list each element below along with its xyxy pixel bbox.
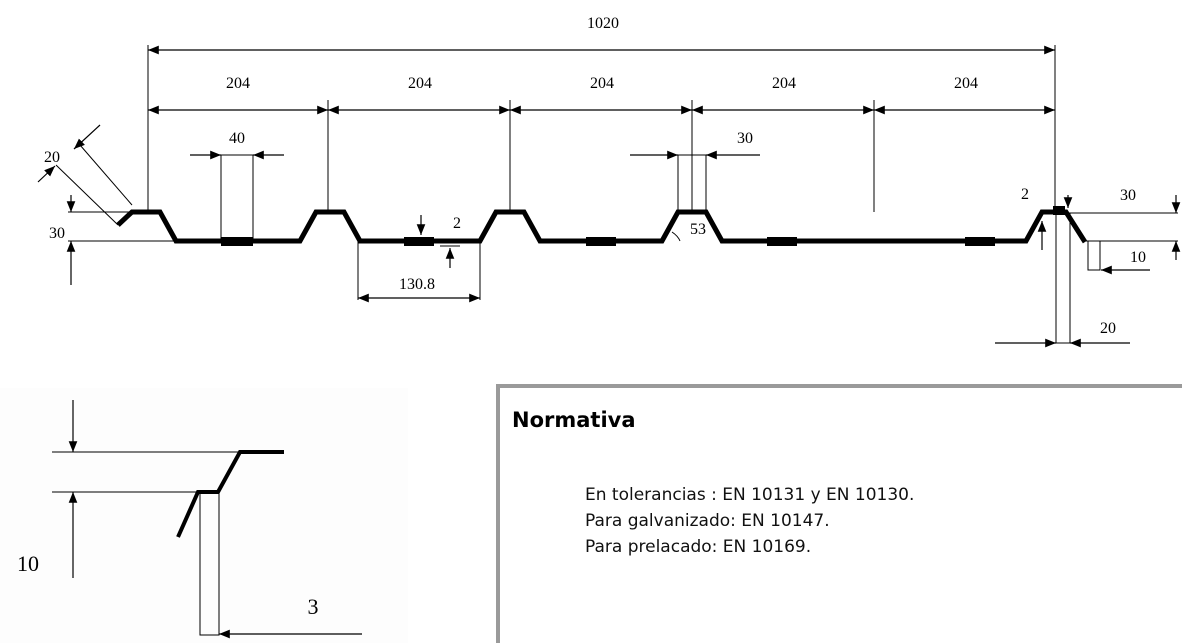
normativa-line-prelacado: Para prelacado: EN 10169. — [585, 537, 812, 557]
crest-width-2-label: 30 — [737, 130, 753, 147]
rib-dimension: 2 — [416, 215, 461, 268]
overall-width-label: 1020 — [587, 15, 619, 32]
valley-span-label: 130.8 — [399, 276, 435, 293]
right-height-label: 30 — [1120, 187, 1136, 204]
module-width-1: 204 — [226, 75, 250, 92]
module-dimensions: 204 204 204 204 204 — [148, 75, 1055, 212]
module-width-2: 204 — [408, 75, 432, 92]
normativa-panel: Normativa En tolerancias : EN 10131 y EN… — [496, 384, 1182, 643]
normativa-line-tolerancias: En tolerancias : EN 10131 y EN 10130. — [585, 485, 915, 505]
left-lip-label: 20 — [44, 149, 60, 166]
sheet-profile — [116, 154, 1088, 246]
detail-background — [0, 388, 408, 643]
detail-width-label: 3 — [308, 594, 319, 619]
detail-height-label: 10 — [17, 551, 39, 576]
angle-label: 53 — [690, 221, 706, 238]
right-lip-label: 10 — [1130, 249, 1146, 266]
right-rib-label: 2 — [1021, 186, 1029, 203]
left-height-label: 30 — [49, 225, 65, 242]
left-lip-dimension: 20 — [37, 124, 133, 226]
right-lip-width-label: 20 — [1100, 320, 1116, 337]
crest-width-label: 40 — [229, 130, 245, 147]
rib-height-label: 2 — [453, 215, 461, 232]
module-width-4: 204 — [772, 75, 796, 92]
overall-dimension: 1020 — [147, 15, 1056, 215]
right-end-dimensions: 2 30 10 20 — [995, 186, 1181, 348]
left-height-dimension: 30 — [49, 195, 176, 285]
angle-dimension: 53 — [671, 221, 706, 242]
valley-dimension: 130.8 — [357, 241, 481, 303]
module-width-3: 204 — [590, 75, 614, 92]
normativa-title: Normativa — [512, 408, 636, 432]
detail-view: 10 3 — [17, 400, 362, 639]
crest-dimension-40: 40 — [190, 130, 284, 160]
module-width-5: 204 — [954, 75, 978, 92]
crest-dimension-30: 30 — [630, 130, 760, 160]
normativa-line-galvanizado: Para galvanizado: EN 10147. — [585, 511, 830, 531]
